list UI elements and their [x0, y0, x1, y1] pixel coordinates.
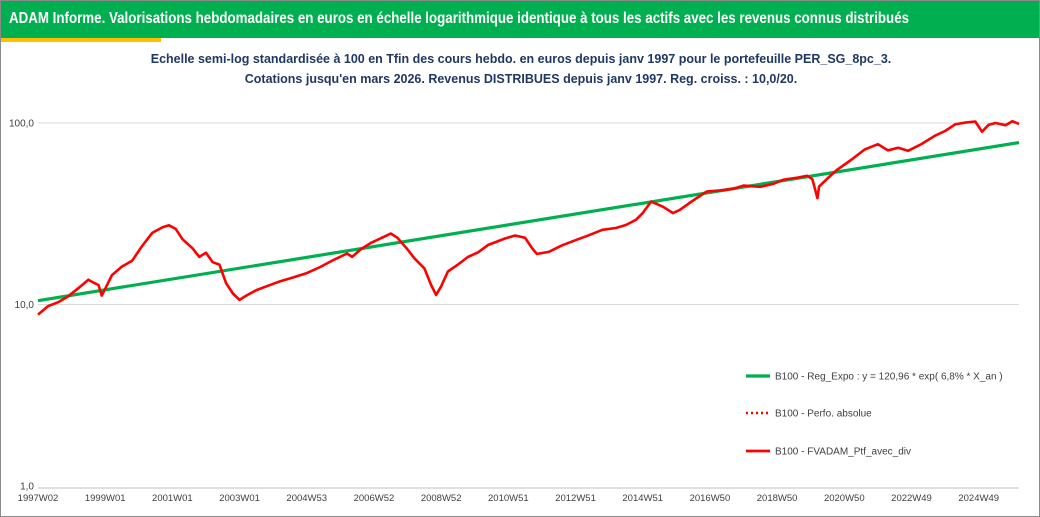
x-tick-label: 2004W53 [286, 493, 327, 504]
x-tick-label: 2006W52 [354, 493, 395, 504]
x-tick-label: 2018W50 [757, 493, 798, 504]
chart-title: Echelle semi-log standardisée à 100 en T… [150, 52, 892, 66]
legend-label: B100 - Perfo. absolue [775, 409, 872, 420]
x-tick-label: 2012W51 [555, 493, 596, 504]
y-tick-label: 10,0 [15, 300, 35, 311]
y-tick-label: 100,0 [9, 119, 34, 130]
x-tick-label: 1999W01 [85, 493, 126, 504]
x-tick-label: 2016W50 [690, 493, 731, 504]
x-tick-label: 2024W49 [958, 493, 999, 504]
header-banner: ADAM Informe. Valorisations hebdomadaire… [1, 1, 1039, 38]
x-tick-label: 1997W02 [18, 493, 59, 504]
series-line-portfolio [37, 119, 1020, 316]
y-tick-label: 1,0 [20, 482, 34, 493]
accent-bar [1, 38, 161, 42]
x-tick-label: 2001W01 [152, 493, 193, 504]
x-tick-label: 2008W52 [421, 493, 462, 504]
x-tick-label: 2020W50 [824, 493, 865, 504]
legend-label: B100 - FVADAM_Ptf_avec_div [775, 447, 911, 458]
series-line-regression [37, 141, 1020, 303]
page-title: ADAM Informe. Valorisations hebdomadaire… [9, 10, 910, 27]
x-tick-label: 2010W51 [488, 493, 529, 504]
chart-subtitle: Cotations jusqu'en mars 2026. Revenus DI… [244, 72, 798, 86]
x-tick-label: 2014W51 [622, 493, 663, 504]
x-tick-label: 2003W01 [219, 493, 260, 504]
x-tick-label: 2022W49 [891, 493, 932, 504]
legend-label: B100 - Reg_Expo : y = 120,96 * exp( 6,8%… [775, 372, 1003, 383]
